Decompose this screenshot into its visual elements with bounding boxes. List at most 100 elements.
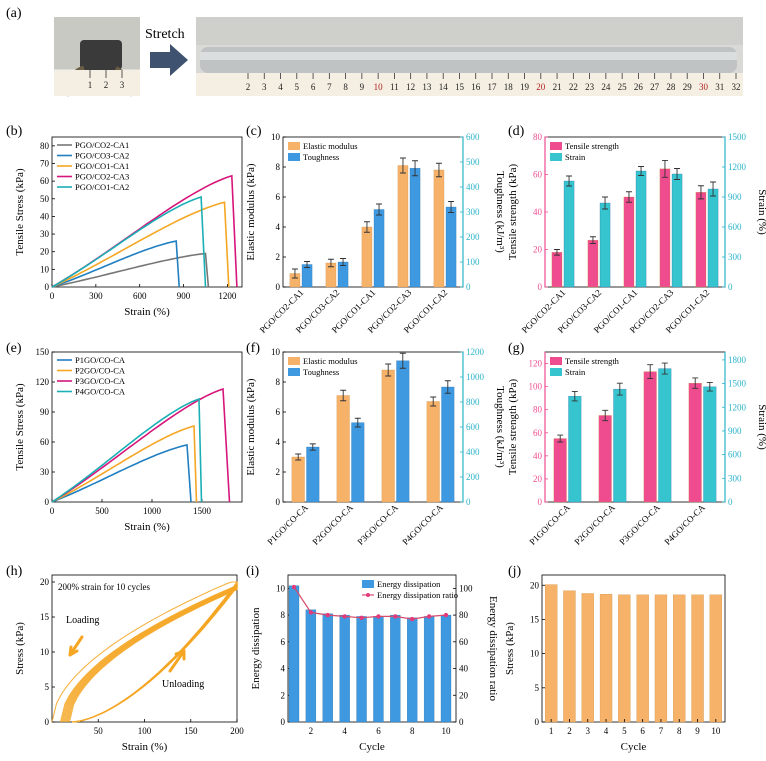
bar-g-left-2	[643, 371, 657, 503]
ruler-long-label-25: 27	[650, 82, 660, 92]
errorbar-d-right-2	[638, 166, 645, 176]
bar-j-6	[654, 594, 668, 723]
loop-h-3	[62, 582, 238, 723]
ytick-label-left-h-3: 15	[40, 612, 50, 622]
errorbar-c-left-0	[291, 268, 298, 279]
ruler-long-label-26: 28	[666, 82, 676, 92]
ratio-point-i-9	[443, 612, 449, 618]
plot-frame-j	[541, 574, 726, 723]
ytick-label-right-i-3: 60	[459, 637, 469, 647]
ytick-label-right-i-2: 40	[459, 664, 469, 674]
errorbar-f-left-0	[295, 453, 302, 461]
bar-j-4	[618, 594, 631, 723]
ruler-long-label-0: 2	[246, 82, 251, 92]
ytick-label-right-f-0: 0	[466, 497, 471, 507]
ytick-label-left-g-6: 120	[529, 359, 543, 369]
ruler-long-label-21: 23	[585, 82, 595, 92]
errorbar-g-left-3	[692, 377, 699, 389]
ytick-label-right-c-5: 500	[466, 157, 480, 167]
xtick-label-j-1: 2	[567, 726, 572, 736]
ruler-long-label-18: 20	[536, 82, 546, 92]
ytick-label-right-c-2: 200	[466, 232, 480, 242]
chart-f: 0 2 4 6 8 10 Elastic modulus (kPa) 0 200 400 600 80…	[245, 341, 506, 547]
ytick-label-left-b-7: 70	[40, 158, 50, 168]
errorbar-c-right-0	[304, 261, 311, 268]
legend-label-i-1: Energy dissipation ratio	[377, 590, 458, 600]
plot-frame-b	[51, 136, 243, 288]
ytick-label-left-i-2: 4	[281, 664, 286, 674]
ruler-long-label-13: 15	[455, 82, 465, 92]
loading-label-h: Loading	[66, 615, 99, 626]
loop-h-0	[51, 581, 239, 723]
ruler-long-label-29: 31	[715, 82, 724, 92]
errorbar-f-left-1	[340, 389, 347, 402]
x-axis-title-i: Cycle	[359, 741, 385, 753]
y-axis-title-left-f: Elastic modulus (kPa)	[245, 378, 257, 475]
curve-e-1	[51, 424, 198, 503]
xtick-label-b-2: 600	[133, 291, 147, 301]
ytick-label-left-i-3: 6	[281, 637, 286, 647]
ruler-long-label-10: 12	[406, 82, 415, 92]
ytick-label-right-f-3: 600	[466, 422, 480, 432]
ruler-long-label-11: 13	[422, 82, 432, 92]
errorbar-c-right-3	[412, 160, 419, 177]
ytick-label-left-f-0: 0	[276, 497, 281, 507]
bar-f-left-3	[426, 401, 440, 503]
xtick-label-i-1: 4	[342, 726, 347, 736]
x-axis-title-h: Strain (%)	[122, 741, 168, 753]
ytick-label-left-e-4: 120	[36, 377, 50, 387]
plot-frame-i	[287, 574, 457, 723]
bar-c-left-3	[397, 165, 409, 288]
ytick-label-left-g-5: 100	[529, 382, 543, 392]
ruler-long-label-12: 14	[439, 82, 449, 92]
ytick-label-left-e-0: 0	[45, 497, 50, 507]
bar-j-9	[709, 594, 722, 723]
ytick-label-left-d-1: 20	[533, 245, 543, 255]
errorbar-d-left-1	[589, 236, 596, 244]
ytick-label-left-j-3: 15	[530, 614, 540, 624]
errorbar-f-left-2	[385, 363, 392, 377]
xtick-label-i-0: 2	[309, 726, 314, 736]
ruler-long-label-27: 29	[683, 82, 693, 92]
y-axis-title-right-f: Toughness (kJ/m³)	[494, 386, 506, 468]
ruler-long-label-8: 10	[374, 82, 384, 92]
errorbar-f-right-2	[399, 352, 406, 369]
errorbar-c-right-4	[448, 201, 455, 213]
ytick-label-left-h-1: 5	[45, 682, 50, 692]
panel-label-f: (f)	[246, 341, 260, 356]
ytick-label-left-g-2: 40	[533, 451, 543, 461]
panel-label-i: (i)	[246, 564, 260, 579]
ytick-label-right-c-3: 300	[466, 207, 480, 217]
ytick-label-left-c-5: 10	[271, 132, 281, 142]
legend-label-g-1: Strain	[565, 367, 586, 377]
legend-label-d-0: Tensile strength	[565, 141, 620, 151]
legend-swatch-f-0	[288, 357, 300, 365]
ytick-label-left-j-0: 0	[535, 717, 540, 727]
ytick-label-left-h-0: 0	[45, 717, 50, 727]
ytick-label-left-e-3: 90	[40, 407, 50, 417]
xtick-label-j-2: 3	[586, 726, 591, 736]
xtick-label-e-2: 1000	[143, 506, 162, 516]
y-axis-title-left-b: Tensile Stress (kPa)	[14, 168, 26, 256]
xtick-label-e-0: 0	[50, 506, 55, 516]
annotation-h: 200% strain for 10 cycles	[58, 582, 150, 592]
y-axis-title-right-g: Strain (%)	[756, 404, 766, 450]
bar-d-left-0	[551, 252, 563, 288]
errorbar-c-left-1	[327, 258, 334, 268]
ratio-point-i-4	[359, 615, 364, 620]
chart-h: 0 5 10 15 20 Stress (kPa) 50 100 150 200 Strain (%…	[6, 564, 244, 753]
ytick-label-left-g-3: 60	[533, 428, 543, 438]
unloading-arrow-icon	[168, 649, 186, 673]
ruler-long-label-17: 19	[520, 82, 530, 92]
errorbar-d-right-0	[566, 175, 573, 187]
bar-i-3	[339, 614, 350, 723]
ytick-label-left-d-2: 40	[533, 207, 543, 217]
curve-e-3	[51, 397, 203, 503]
bar-d-right-4	[707, 188, 719, 288]
chart-e: 0 30 60 90 120 150 Tensile Stress (kPa) 0 500 100…	[6, 341, 243, 533]
ruler-long-label-2: 4	[278, 82, 283, 92]
legend-swatch-g-0	[550, 357, 562, 365]
bar-g-left-1	[598, 415, 612, 503]
ratio-point-i-1	[308, 610, 314, 615]
